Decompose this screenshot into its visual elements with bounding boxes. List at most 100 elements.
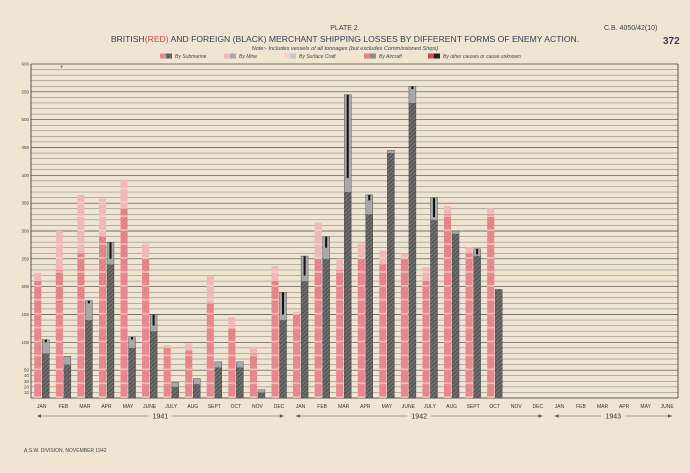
bar-british-band xyxy=(271,340,279,343)
bar-foreign-other xyxy=(432,197,435,218)
bar-british-band xyxy=(77,326,85,329)
year-arrow-left xyxy=(554,414,559,418)
bar-british-band xyxy=(163,396,171,398)
bar-british-band xyxy=(422,271,430,273)
bar-foreign-submarine xyxy=(365,214,373,398)
bar-foreign-submarine xyxy=(322,258,330,398)
bar-british-band xyxy=(77,284,85,287)
bar-british-band xyxy=(336,368,344,371)
bar-british-band xyxy=(98,368,106,371)
bar-british-submarine xyxy=(249,361,257,398)
bar-british-band xyxy=(120,187,128,190)
bar-british-band xyxy=(314,326,322,329)
bar-british-band xyxy=(336,382,344,385)
legend-entry: By other causes or cause unknown xyxy=(443,54,521,60)
bar-foreign-other xyxy=(282,292,285,315)
bar-british-band xyxy=(400,257,408,259)
bar-british-band xyxy=(271,382,279,385)
bar-british-band xyxy=(271,284,279,287)
bar-british-band xyxy=(293,326,301,329)
year-label: 1943 xyxy=(606,414,622,421)
bar-foreign-submarine xyxy=(236,367,244,398)
bar-british-band xyxy=(271,271,279,273)
bar-foreign-submarine xyxy=(150,331,158,398)
bar-british-band xyxy=(120,257,128,259)
bar-british-band xyxy=(120,201,128,204)
bar-british-band xyxy=(77,298,85,301)
bar-foreign-outline xyxy=(171,382,179,399)
bar-british-band xyxy=(163,382,171,385)
bar-british-band xyxy=(120,284,128,287)
bar-british-band xyxy=(55,257,63,259)
bar-british-band xyxy=(206,312,214,315)
x-tick-label: NOV xyxy=(511,404,523,410)
bar-british-band xyxy=(120,396,128,398)
bar-british-band xyxy=(120,326,128,329)
x-tick-label: OCT xyxy=(231,404,242,410)
legend-entry: By Mine xyxy=(239,54,257,60)
bar-british-band xyxy=(163,354,171,357)
x-tick-label: JULY xyxy=(165,404,178,410)
bar-british-aircraft xyxy=(465,253,473,276)
bar-british-band xyxy=(487,271,495,273)
y-tick-label: 400 xyxy=(21,173,29,178)
bar-british-band xyxy=(357,257,365,259)
legend-swatch-foreign xyxy=(290,53,296,59)
bar-foreign-submarine xyxy=(473,256,481,398)
bar-british-band xyxy=(314,368,322,371)
bar-british-band xyxy=(336,340,344,343)
bar-british-band xyxy=(271,298,279,301)
bar-british-band xyxy=(185,368,193,371)
legend-swatch-foreign xyxy=(230,53,236,59)
bar-british-band xyxy=(379,382,387,385)
bar-foreign-outline xyxy=(322,236,330,399)
bar-british-aircraft xyxy=(379,264,387,293)
bar-british-band xyxy=(314,382,322,385)
bar-british-submarine xyxy=(206,317,214,398)
bar-british-band xyxy=(142,354,150,357)
bar-foreign-other xyxy=(109,242,112,259)
bar-foreign-outline xyxy=(214,361,223,399)
bar-british-band xyxy=(357,284,365,287)
bar-foreign-outline xyxy=(257,389,266,399)
bar-british-band xyxy=(444,340,452,343)
bar-british-band xyxy=(120,229,128,231)
bar-british-band xyxy=(120,271,128,273)
bar-british-band xyxy=(77,368,85,371)
title-red: (RED) xyxy=(145,34,169,44)
x-tick-label: MAY xyxy=(123,404,134,410)
legend-entry: By Surface Craft xyxy=(299,54,336,60)
x-tick-label: JAN xyxy=(296,404,306,410)
year-arrow-right xyxy=(668,414,672,418)
bar-british-band xyxy=(98,284,106,287)
bar-british-band xyxy=(487,382,495,385)
x-tick-label: DEC xyxy=(274,404,285,410)
x-tick-label: DEC xyxy=(533,404,544,410)
bar-british-band xyxy=(444,354,452,357)
title-part-2: AND FOREIGN xyxy=(169,34,233,44)
bar-british-band xyxy=(185,396,193,398)
bar-british-band xyxy=(142,298,150,301)
legend-swatch-british xyxy=(224,53,230,59)
y-tick-label: 350 xyxy=(21,201,29,206)
bar-british-submarine xyxy=(34,320,42,398)
bar-british-band xyxy=(271,326,279,329)
x-tick-label: MAR xyxy=(79,404,91,410)
bar-foreign-outline xyxy=(149,314,158,399)
bar-british-submarine xyxy=(163,350,171,398)
bar-foreign-submarine xyxy=(301,281,309,398)
bar-british-band xyxy=(357,340,365,343)
bar-foreign-outline xyxy=(42,339,50,399)
bar-british-band xyxy=(379,326,387,329)
bar-british-aircraft xyxy=(185,350,193,368)
footer-division: A.S.W. DIVISION, NOVEMBER 1942 xyxy=(24,448,107,454)
bar-british-band xyxy=(487,298,495,301)
bar-british-band xyxy=(487,354,495,357)
bar-british-band xyxy=(120,215,128,218)
bar-foreign-submarine xyxy=(106,264,114,398)
bar-british-band xyxy=(314,257,322,259)
title-black: (BLACK) xyxy=(233,34,267,44)
bar-british-band xyxy=(379,271,387,273)
bar-british-band xyxy=(400,326,408,329)
bar-british-band xyxy=(120,340,128,343)
